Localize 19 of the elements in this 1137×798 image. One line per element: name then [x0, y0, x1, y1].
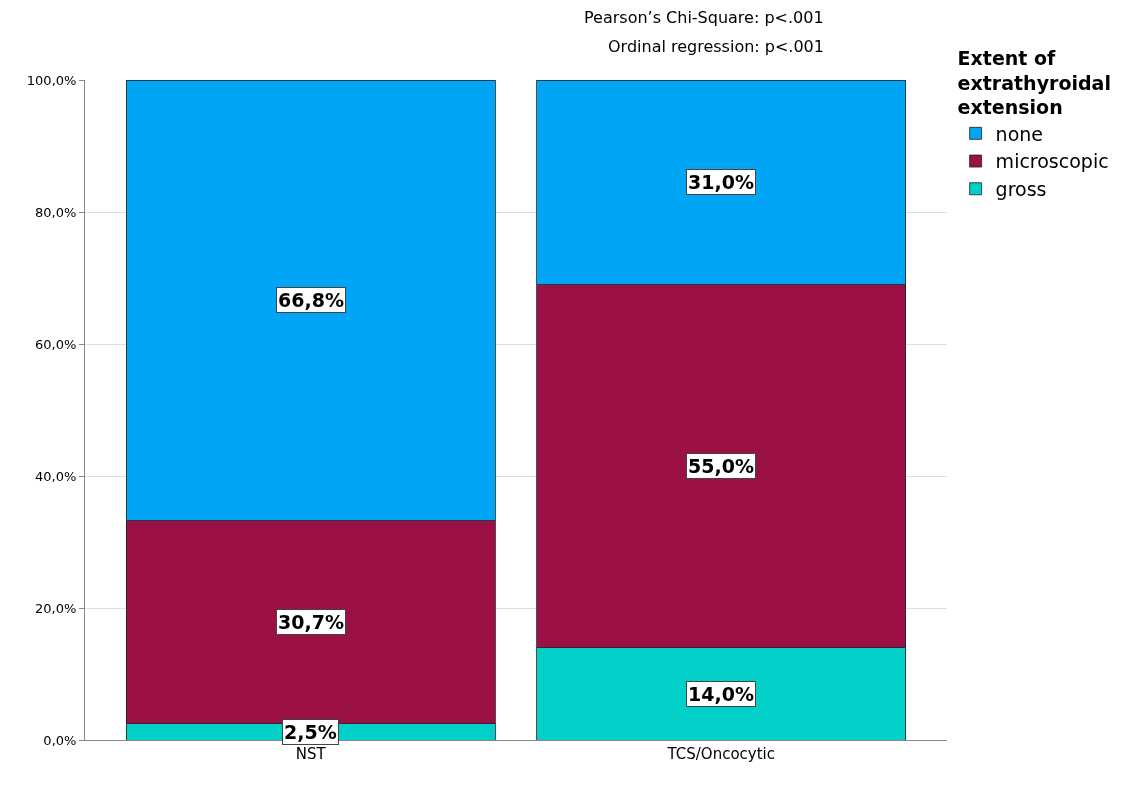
legend-label: gross [995, 178, 1047, 201]
legend-label: none [995, 122, 1044, 145]
data-label: 66,8% [278, 289, 344, 311]
text: Ordinal regression: p<.001 [608, 37, 824, 56]
data-label: 31,0% [688, 171, 754, 193]
x-tick-label: TCS/Oncocytic [666, 745, 775, 763]
data-label: 2,5% [284, 721, 337, 743]
data-label: 55,0% [688, 455, 754, 477]
text: Pearson’s Chi-Square: p<.001 [584, 8, 824, 27]
y-tick-label: 60,0% [35, 336, 77, 352]
data-label: 30,7% [278, 611, 344, 633]
data-label: 14,0% [688, 683, 754, 705]
legend-label: microscopic [995, 150, 1109, 173]
y-tick-label: 20,0% [35, 600, 77, 616]
y-tick-label: 80,0% [35, 204, 77, 220]
y-tick-label: 100,0% [26, 72, 77, 88]
x-tick-label: NST [295, 745, 327, 763]
y-tick-label: 0,0% [43, 732, 77, 748]
y-tick-label: 40,0% [35, 468, 77, 484]
